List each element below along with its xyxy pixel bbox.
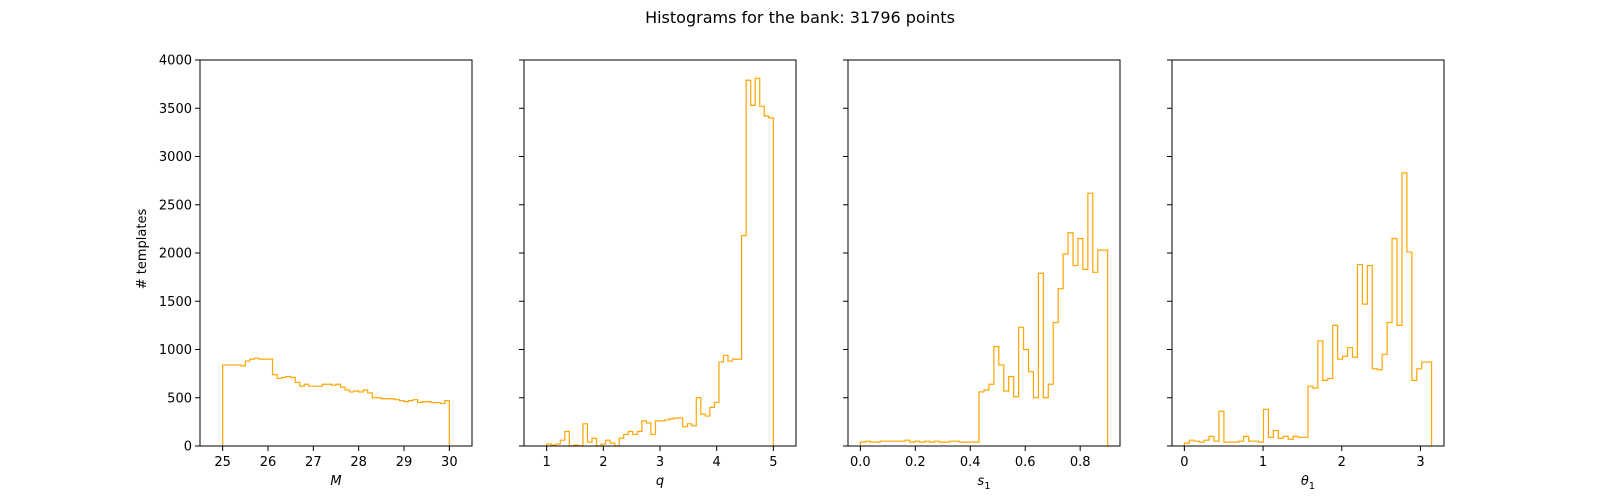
x-tick-label-q: 5	[769, 455, 777, 470]
axes-frame-s1	[847, 59, 1121, 447]
y-tick-label: 3000	[159, 150, 192, 165]
x-tick-label-q: 4	[713, 455, 721, 470]
x-tick-label-s1: 0.2	[905, 455, 926, 470]
histogram-panels: 25 26 27 28 29 300500100015002000250030003500…	[159, 54, 1445, 492]
x-axis-label-subscript: 1	[1309, 481, 1315, 492]
x-axis-label-symbol: q	[656, 474, 664, 489]
y-tick-label: 2000	[159, 247, 192, 262]
x-axis-label-symbol: M	[330, 474, 341, 489]
x-tick-label-M: 28	[350, 455, 367, 470]
x-axis-label-s1: s1	[977, 474, 990, 492]
y-tick-label: 500	[167, 391, 192, 406]
y-tick-label: 2500	[159, 198, 192, 213]
x-axis-label-q: q	[656, 474, 664, 489]
x-tick-label-s1: 0.4	[960, 455, 981, 470]
histogram-panel-s1: 0.0 0.2 0.4 0.6 0.8 s1	[843, 59, 1121, 492]
axes-frame-q	[523, 59, 797, 447]
x-tick-label-M: 27	[305, 455, 322, 470]
y-tick-label: 1500	[159, 295, 192, 310]
x-axis-label-symbol: θ	[1301, 474, 1309, 489]
x-axis-label-M: M	[330, 474, 341, 489]
x-tick-label-s1: 0.0	[850, 455, 871, 470]
y-tick-label: 4000	[159, 54, 192, 69]
x-tick-label-q: 2	[599, 455, 607, 470]
x-tick-label-theta1: 3	[1416, 455, 1424, 470]
histogram-s1-outline	[859, 192, 1109, 446]
x-tick-label-s1: 0.6	[1015, 455, 1036, 470]
y-tick-label: 3500	[159, 102, 192, 117]
x-tick-label-M: 26	[260, 455, 277, 470]
x-axis-label-subscript: 1	[984, 481, 990, 492]
x-tick-label-M: 30	[441, 455, 458, 470]
y-tick-label: 0	[184, 440, 192, 455]
x-tick-label-theta1: 1	[1259, 455, 1267, 470]
histogram-panel-theta1: 0 1 2 3θ1	[1167, 59, 1445, 492]
x-axis-label-symbol: s	[977, 474, 984, 489]
histogram-M-outline	[222, 357, 450, 446]
histogram-panel-M: 25 26 27 28 29 30 0 500 1000 1500 2000 2500 3000 3500…	[159, 54, 473, 489]
y-axis-label: # templates	[135, 209, 150, 290]
y-tick-label: 1000	[159, 343, 192, 358]
figure-title: Histograms for the bank: 31796 points	[645, 8, 955, 27]
histogram-panel-q: 1 2 3 4 5 q	[519, 59, 797, 489]
x-tick-label-theta1: 0	[1180, 455, 1188, 470]
histogram-theta1-outline	[1183, 172, 1433, 446]
x-tick-label-theta1: 2	[1338, 455, 1346, 470]
axes-frame-M	[199, 59, 473, 447]
x-tick-label-q: 1	[543, 455, 551, 470]
x-axis-label-theta1: θ1	[1301, 474, 1315, 492]
x-tick-label-q: 3	[656, 455, 664, 470]
x-tick-label-s1: 0.8	[1070, 455, 1091, 470]
x-tick-label-M: 29	[396, 455, 413, 470]
x-tick-label-M: 25	[214, 455, 231, 470]
histogram-q-outline	[546, 77, 774, 447]
